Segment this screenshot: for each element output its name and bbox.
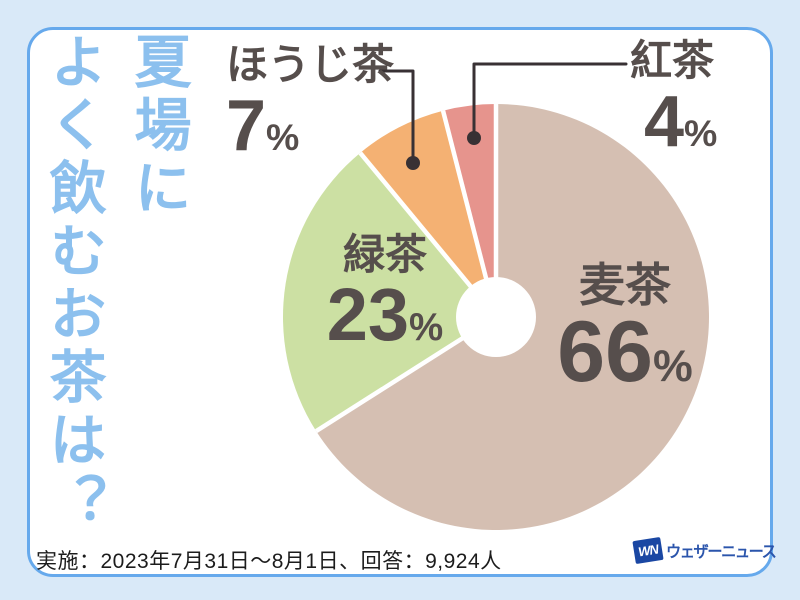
leader-line-houjicha [378,69,420,170]
label-mugicha-value: 66% [535,309,715,395]
label-koucha-name: 紅茶 [630,37,715,84]
weathernews-logo: WN ウェザーニュース [632,536,781,564]
label-houjicha-name: ほうじ茶 [226,41,395,88]
label-mugicha-name: 麦茶 [579,259,671,311]
page-title: 夏場に よく飲むお茶は？ [41,32,189,536]
wn-logo-mark: WN [632,536,664,564]
label-koucha-number: 4 [644,82,685,162]
label-mugicha-number: 66 [557,304,653,400]
label-ryokucha-unit: % [409,306,444,349]
pie-slice-1 [283,152,496,432]
label-houjicha-number: 7 [226,86,267,166]
label-ryokucha-number: 23 [326,273,410,356]
leader-line-koucha [467,62,628,145]
leader-dot-koucha [467,131,481,145]
label-koucha-unit: % [684,112,718,154]
label-houjicha-value: 7% [226,90,394,162]
pie-slice-2 [360,110,496,317]
donut-hole [456,277,536,357]
label-koucha: 紅茶 4% [630,37,718,159]
label-koucha-value: 4% [644,86,718,158]
label-mugicha-unit: % [652,342,693,391]
survey-info: 実施：2023年7月31日～8月1日、回答：9,924人 [36,550,502,573]
label-ryokucha-value: 23% [295,278,475,352]
label-ryokucha: 緑茶 23% [295,231,475,352]
label-houjicha-unit: % [266,116,300,158]
label-mugicha: 麦茶 66% [535,259,715,395]
leader-dot-houjicha [406,156,420,170]
wn-logo-name: ウェザーニュース [666,544,777,561]
label-ryokucha-name: 緑茶 [342,231,427,278]
label-houjicha: ほうじ茶 7% [226,41,395,163]
